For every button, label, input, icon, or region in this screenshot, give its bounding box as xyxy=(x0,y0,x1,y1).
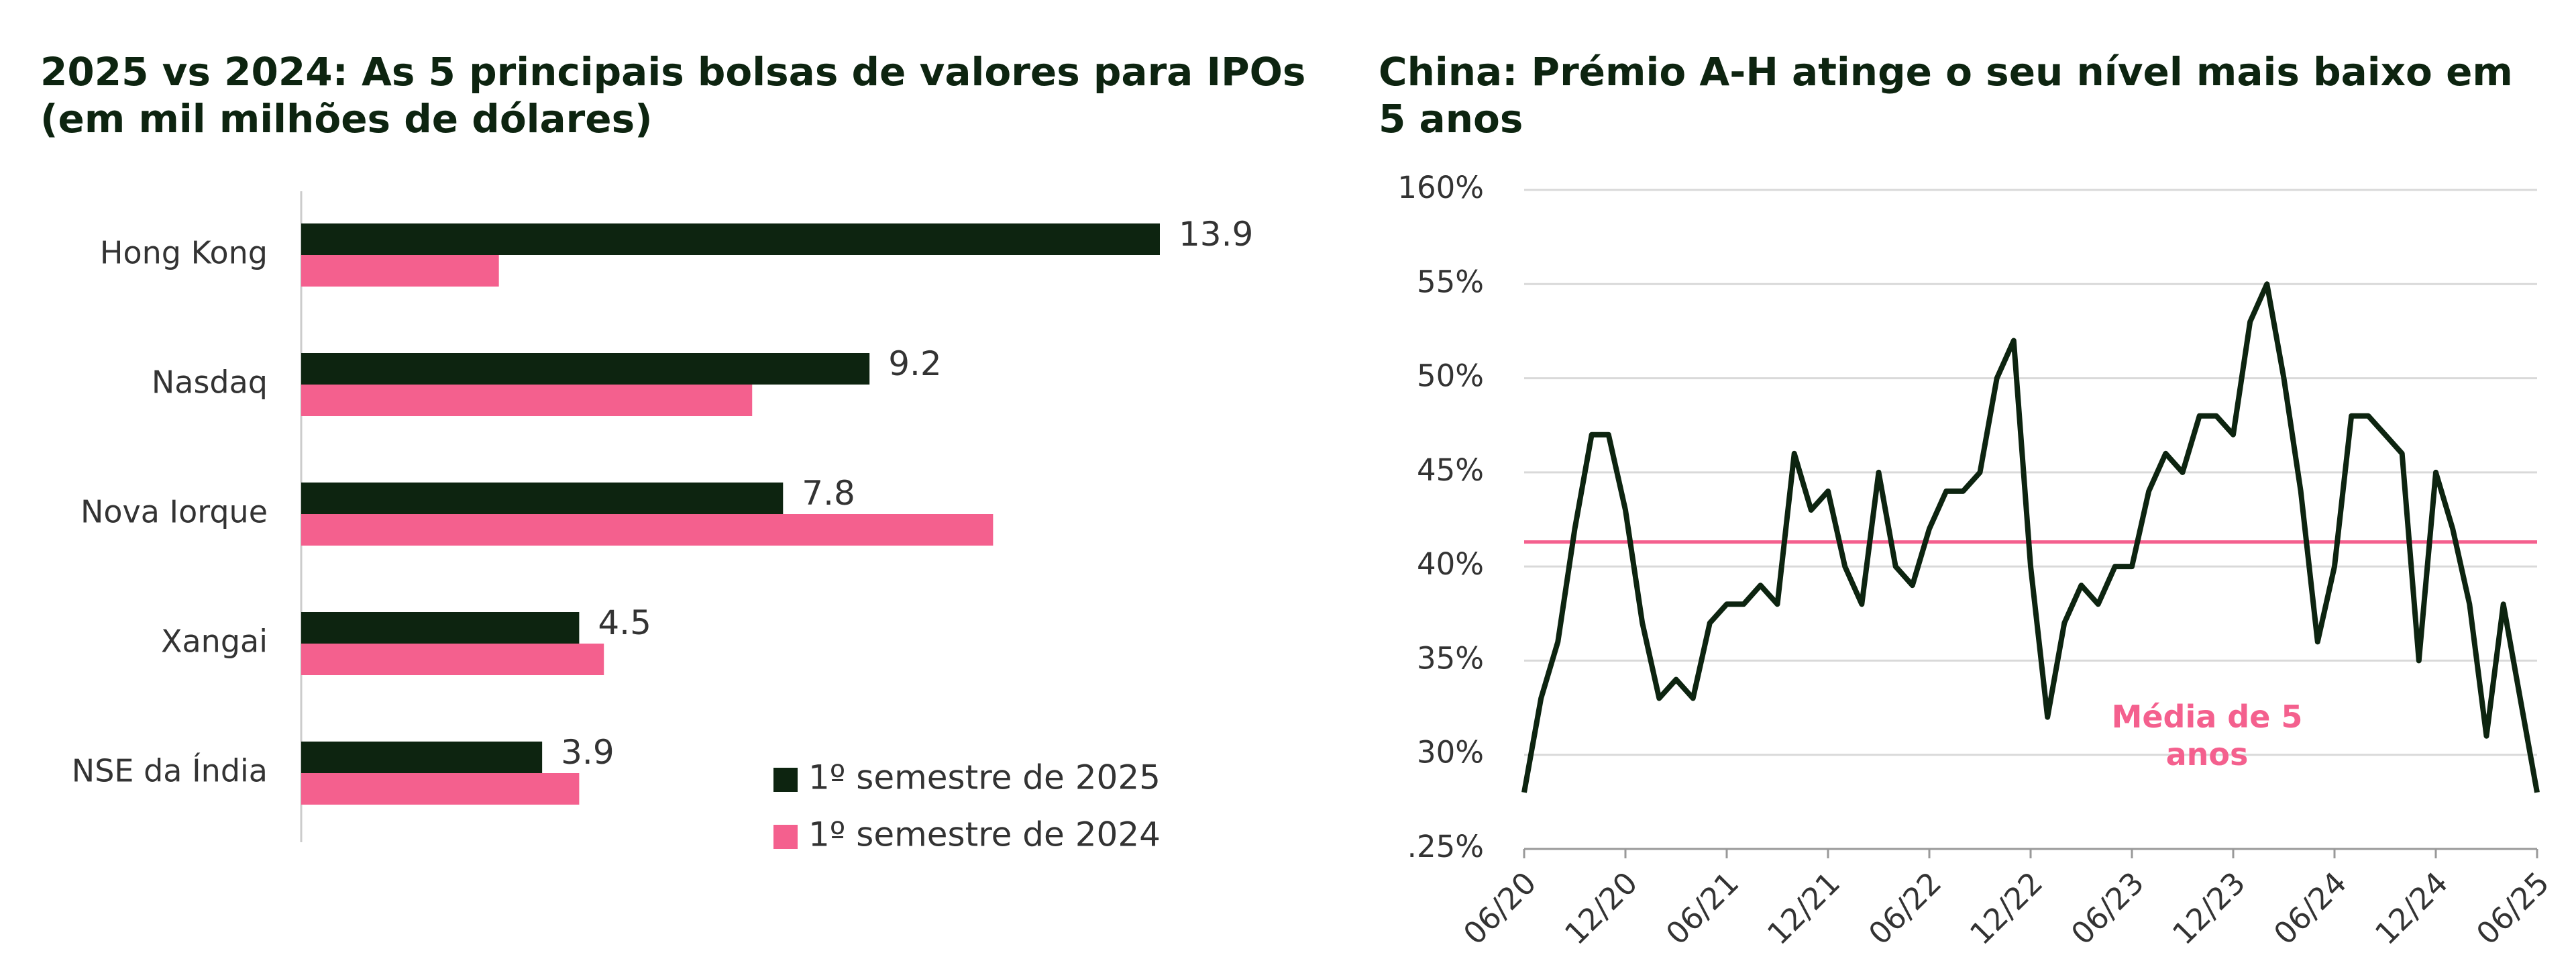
bar xyxy=(301,385,753,416)
legend-swatch xyxy=(773,768,798,792)
x-tick-label: 12/22 xyxy=(1963,865,2049,952)
legend-label: 1º semestre de 2024 xyxy=(808,815,1161,854)
bar xyxy=(301,742,543,773)
category-label: Nasdaq xyxy=(152,364,268,401)
value-label: 3.9 xyxy=(561,733,614,772)
bar xyxy=(301,255,499,287)
bar xyxy=(301,514,994,546)
category-label: Xangai xyxy=(161,623,268,660)
category-label: Nova Iorque xyxy=(80,494,268,530)
x-tick-label: 06/22 xyxy=(1862,865,1948,952)
x-tick-label: 12/20 xyxy=(1558,865,1644,952)
y-tick-label: 30% xyxy=(1417,735,1484,770)
category-label: NSE da Índia xyxy=(72,753,268,789)
chart-title: China: Prémio A-H atinge o seu nível mai… xyxy=(1379,49,2513,142)
bar xyxy=(301,612,580,644)
x-tick-label: 12/24 xyxy=(2368,865,2455,952)
x-tick-label: 06/20 xyxy=(1456,865,1543,952)
y-tick-label: .25% xyxy=(1407,829,1484,864)
x-tick-label: 12/21 xyxy=(1760,865,1847,952)
value-label: 4.5 xyxy=(598,603,651,642)
x-tick-label: 06/23 xyxy=(2064,865,2151,952)
x-tick-label: 12/23 xyxy=(2165,865,2252,952)
y-tick-label: 55% xyxy=(1417,264,1484,299)
chart-title: 2025 vs 2024: As 5 principais bolsas de … xyxy=(40,49,1306,142)
bar xyxy=(301,773,580,805)
bar xyxy=(301,644,604,675)
legend-swatch xyxy=(773,825,798,849)
annotation: Média de 5 anos xyxy=(2111,699,2303,772)
y-tick-label: 40% xyxy=(1417,546,1484,582)
bar xyxy=(301,483,784,514)
x-tick-label: 06/24 xyxy=(2267,865,2353,952)
line-series xyxy=(1521,281,2540,793)
bar xyxy=(301,223,1160,255)
y-tick-label: 50% xyxy=(1417,358,1484,394)
y-tick-label: 45% xyxy=(1417,452,1484,488)
value-label: 13.9 xyxy=(1179,215,1253,254)
value-label: 9.2 xyxy=(888,344,942,383)
value-label: 7.8 xyxy=(802,474,855,513)
bar xyxy=(301,353,870,385)
annotation-box: Média de 5 anos xyxy=(2111,699,2303,772)
y-tick-label: 35% xyxy=(1417,640,1484,676)
x-tick-label: 06/25 xyxy=(2469,865,2556,952)
x-tick-label: 06/21 xyxy=(1659,865,1746,952)
category-label: Hong Kong xyxy=(100,235,268,271)
y-tick-label: 160% xyxy=(1397,170,1484,205)
legend-label: 1º semestre de 2025 xyxy=(808,758,1161,797)
